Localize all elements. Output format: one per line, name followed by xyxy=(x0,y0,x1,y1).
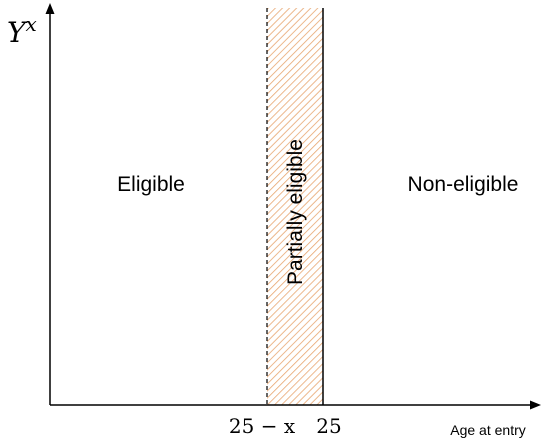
y-axis xyxy=(45,3,55,405)
non-eligible-label: Non-eligible xyxy=(408,173,519,196)
tick-label-25: 25 xyxy=(316,414,341,438)
x-axis-arrow xyxy=(530,400,541,410)
tick-label-25-minus-x: 25 − x xyxy=(229,414,296,438)
y-axis-arrow xyxy=(45,3,55,14)
y-axis-label-base: Y xyxy=(7,16,28,49)
y-axis-label: Yx xyxy=(7,12,37,49)
partial-eligibility-band xyxy=(267,8,323,405)
eligible-label: Eligible xyxy=(117,173,185,196)
y-axis-label-superscript: x xyxy=(25,12,36,36)
x-axis-label: Age at entry xyxy=(450,422,526,438)
partially-eligible-label: Partially eligible xyxy=(284,139,307,285)
x-axis xyxy=(50,400,541,410)
